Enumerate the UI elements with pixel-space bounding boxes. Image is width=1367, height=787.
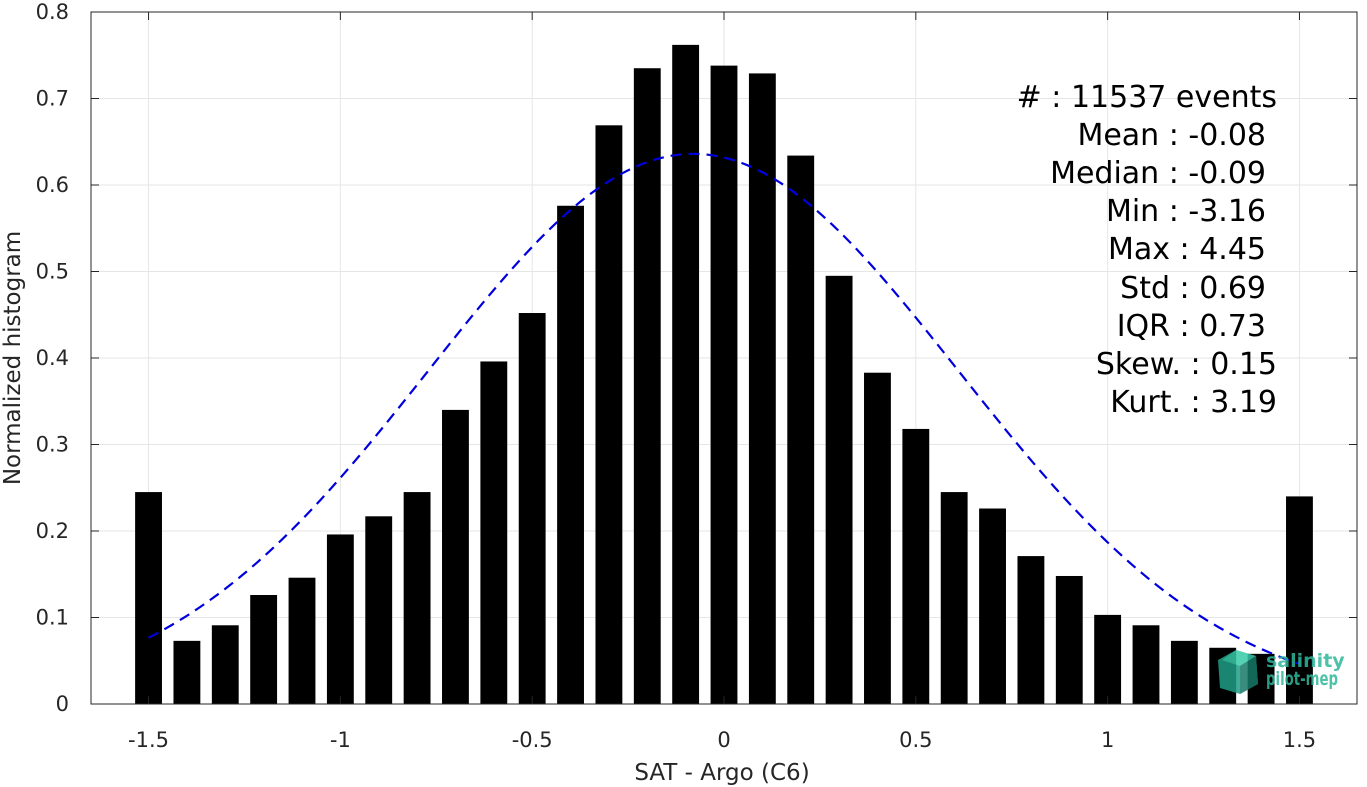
histogram-bar [940, 492, 968, 704]
histogram-bar [173, 640, 201, 704]
histogram-bar [748, 73, 776, 705]
y-tick-label: 0.2 [36, 519, 69, 543]
y-tick-label: 0.3 [36, 433, 69, 457]
histogram-bar [326, 534, 354, 704]
y-tick-label: 0 [56, 692, 69, 716]
histogram-bar [864, 372, 891, 704]
histogram-bar [633, 68, 661, 705]
x-tick-label: -1 [330, 728, 351, 752]
x-axis-label: SAT - Argo (C6) [634, 760, 809, 786]
histogram-bar [787, 155, 815, 705]
histogram-bar [1132, 625, 1160, 704]
stat-kurt: Kurt. : 3.19 [1110, 385, 1277, 420]
histogram-bar [1094, 614, 1122, 704]
histogram-bar [902, 428, 930, 704]
logo-text-line2: pilot-mep [1266, 668, 1338, 690]
histogram-bar [1055, 575, 1083, 704]
y-axis-ticks: 0 0.1 0.2 0.3 0.4 0.5 0.6 0.7 0.8 [36, 0, 1357, 716]
y-tick-label: 0.4 [36, 346, 69, 370]
x-tick-label: 0 [717, 728, 730, 752]
stat-max: Max : 4.45 [1108, 232, 1266, 267]
histogram-bar [979, 508, 1006, 704]
histogram-bar [595, 125, 623, 704]
histogram-bar [1017, 556, 1045, 704]
histogram-bar [250, 595, 278, 704]
y-tick-label: 0.8 [36, 0, 69, 24]
x-tick-label: 1.5 [1283, 728, 1316, 752]
histogram-bar [557, 205, 584, 704]
y-tick-label: 0.1 [36, 606, 69, 630]
stat-iqr: IQR : 0.73 [1117, 309, 1266, 344]
histogram-bar [1286, 496, 1313, 704]
y-axis-label: Normalized histogram [0, 231, 26, 485]
stat-skew: Skew. : 0.15 [1096, 347, 1277, 382]
stat-mean: Mean : -0.08 [1077, 118, 1266, 153]
x-tick-label: -1.5 [128, 728, 169, 752]
logo-text-line1: salinity [1266, 650, 1345, 672]
gaussian-fit-curve [148, 152, 1300, 666]
histogram-bar [710, 65, 738, 704]
statistics-box: # : 11537 events Mean : -0.08 Median : -… [1017, 80, 1277, 420]
x-axis-ticks: -1.5 -1 -0.5 0 0.5 1 1.5 [128, 12, 1316, 752]
histogram-bar [442, 409, 469, 704]
histogram-bar [518, 313, 546, 704]
histogram-bar [825, 275, 853, 704]
x-tick-label: -0.5 [512, 728, 553, 752]
histogram-bar [211, 625, 239, 704]
stat-median: Median : -0.09 [1050, 156, 1266, 191]
stat-std: Std : 0.69 [1120, 271, 1266, 306]
histogram-bar [672, 44, 700, 705]
salinity-pilot-mep-logo: salinity pilot-mep [1218, 650, 1345, 694]
y-tick-label: 0.7 [36, 87, 69, 111]
y-tick-label: 0.6 [36, 173, 69, 197]
histogram-bar [135, 492, 162, 704]
histogram-bar [365, 516, 393, 704]
histogram-bar [480, 361, 508, 704]
stat-count: # : 11537 events [1017, 80, 1277, 115]
histogram-bar [403, 492, 431, 704]
x-tick-label: 1 [1101, 728, 1114, 752]
histogram-bar [1170, 640, 1198, 704]
x-tick-label: 0.5 [899, 728, 932, 752]
y-tick-label: 0.5 [36, 260, 69, 284]
histogram-bar [288, 577, 316, 704]
stat-min: Min : -3.16 [1106, 194, 1266, 229]
